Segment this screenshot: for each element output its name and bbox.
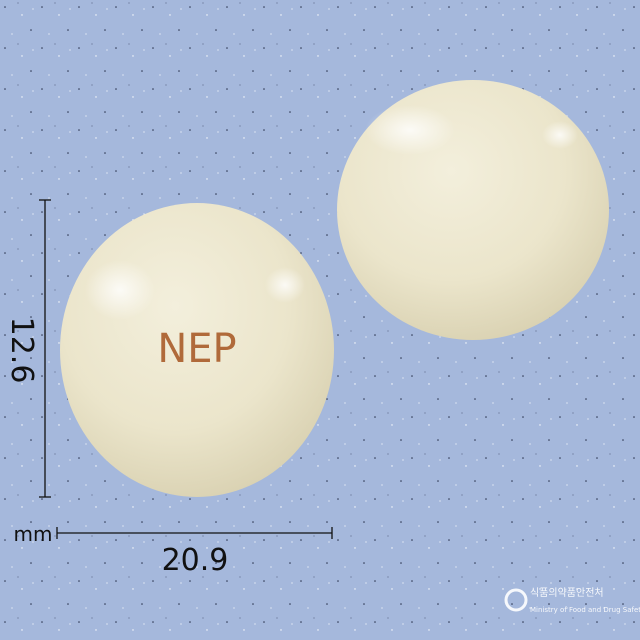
imprint: NEP: [157, 326, 236, 372]
watermark: 식품의약품안전처 Ministry of Food and Drug Safet…: [504, 587, 640, 614]
watermark-english: Ministry of Food and Drug Safety: [530, 606, 640, 614]
pill-back: [337, 80, 609, 340]
dimension-lines: [39, 199, 333, 539]
watermark-korean: 식품의약품안전처: [530, 587, 604, 599]
height-label: 12.6: [4, 317, 39, 384]
pill-front: NEP: [60, 203, 334, 497]
width-label: 20.9: [162, 543, 229, 578]
unit-label: mm: [14, 522, 53, 546]
